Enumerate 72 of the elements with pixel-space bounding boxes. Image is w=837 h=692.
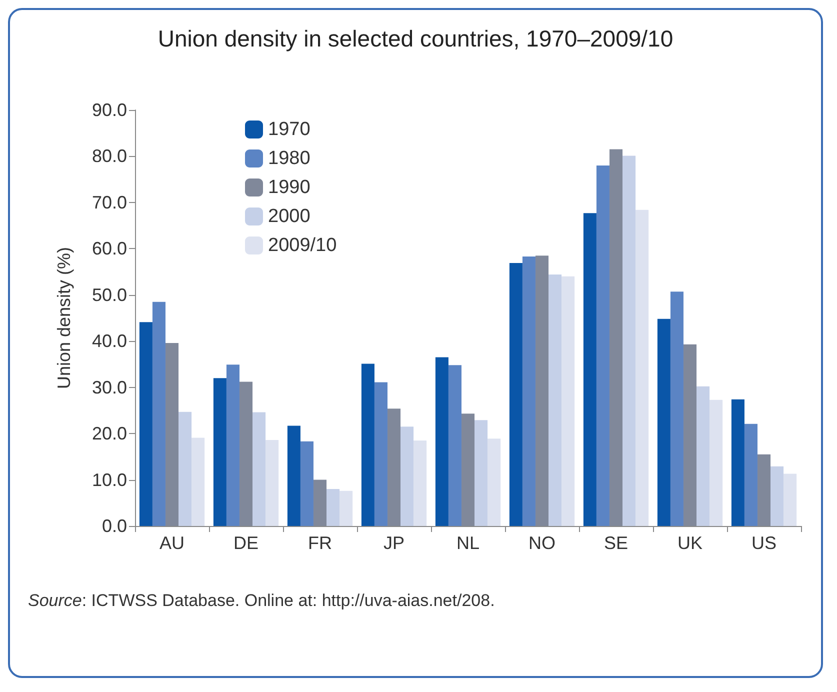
x-tick-label: SE — [604, 533, 628, 553]
bar — [657, 318, 670, 526]
bar — [139, 322, 152, 526]
bar — [509, 262, 522, 526]
bar — [400, 426, 414, 526]
bar — [461, 414, 475, 526]
bar — [731, 399, 744, 526]
bar — [622, 156, 636, 526]
bar — [583, 213, 596, 526]
bar — [152, 302, 166, 526]
bar — [636, 210, 649, 526]
x-tick-label: UK — [677, 533, 703, 553]
bar — [448, 365, 462, 526]
bar — [374, 382, 388, 526]
bar — [252, 412, 266, 526]
x-tick-label: NL — [456, 533, 480, 553]
bar — [710, 400, 723, 526]
y-tick-label: 90.0 — [92, 100, 127, 120]
y-tick-label: 50.0 — [92, 284, 127, 305]
bar — [340, 490, 353, 526]
bar — [213, 378, 226, 526]
bar — [326, 489, 340, 526]
bar — [165, 342, 179, 526]
bar — [609, 149, 623, 526]
legend-label: 2000 — [268, 206, 310, 227]
y-tick-label: 30.0 — [92, 377, 127, 398]
bar — [474, 420, 488, 526]
y-tick-label: 80.0 — [92, 146, 127, 166]
bar — [770, 466, 784, 526]
bar — [670, 292, 684, 526]
bar — [757, 454, 771, 526]
bar — [784, 474, 797, 526]
x-tick-label: DE — [233, 533, 259, 553]
bar — [435, 357, 448, 526]
bar — [226, 364, 240, 526]
bar — [414, 440, 427, 526]
bar — [266, 440, 279, 526]
y-tick-label: 20.0 — [92, 424, 127, 444]
x-tick-label: AU — [159, 533, 185, 553]
legend-label: 1980 — [268, 148, 310, 169]
source-note: Source: ICTWSS Database. Online at: http://uva-aias.net/208. — [28, 591, 495, 610]
legend-label: 2009/10 — [268, 235, 337, 256]
bar — [744, 424, 758, 526]
bar — [488, 438, 501, 526]
bar — [387, 408, 401, 526]
y-tick-label: 40.0 — [92, 331, 127, 352]
y-tick-label: 70.0 — [92, 192, 127, 212]
legend-label: 1970 — [268, 119, 310, 140]
legend-label: 1990 — [268, 177, 310, 198]
x-tick-label: JP — [383, 533, 405, 553]
y-axis-title: Union density (%) — [54, 246, 74, 390]
bar — [548, 274, 562, 526]
bar — [239, 382, 253, 526]
bar — [192, 438, 205, 526]
x-tick-label: FR — [308, 533, 332, 553]
x-tick-label: NO — [528, 533, 556, 553]
bar — [287, 426, 300, 526]
y-tick-label: 10.0 — [92, 470, 127, 490]
bar — [596, 165, 610, 526]
chart-title: Union density in selected countries, 1970–2009/10 — [158, 26, 674, 52]
bar — [535, 256, 549, 526]
bar — [562, 276, 575, 526]
bar — [300, 441, 314, 526]
bar — [522, 256, 536, 526]
y-tick-label: 60.0 — [92, 238, 127, 259]
y-tick-label: 0.0 — [102, 516, 127, 536]
bar — [361, 364, 374, 526]
bar — [683, 344, 697, 526]
bar — [178, 412, 192, 526]
x-tick-label: US — [751, 533, 777, 553]
bar — [696, 386, 710, 526]
bar — [313, 480, 327, 526]
